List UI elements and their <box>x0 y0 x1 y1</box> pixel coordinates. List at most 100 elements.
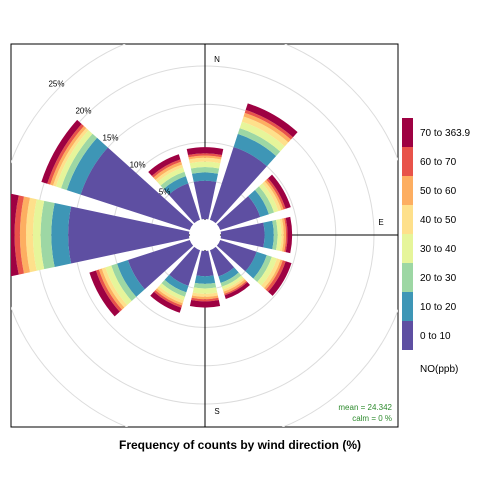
wedge-180-band-1 <box>194 275 216 284</box>
wedge-120-band-0 <box>216 239 257 272</box>
wedge-30-band-4 <box>241 116 289 147</box>
wedge-240-band-7 <box>89 270 120 317</box>
wedge-240-band-2 <box>111 263 137 301</box>
wedge-0-band-0 <box>193 180 217 220</box>
wedge-210-band-2 <box>161 279 187 297</box>
wedge-120-band-5 <box>264 259 283 290</box>
wedge-270-band-2 <box>40 200 55 270</box>
wedge-60-band-2 <box>254 186 275 215</box>
wedge-180-band-4 <box>192 292 218 297</box>
wedge-60-band-3 <box>258 183 279 213</box>
legend-swatch-6 <box>402 147 413 176</box>
stat-mean: mean = 24.342 <box>338 403 392 412</box>
wedge-120-band-7 <box>268 261 292 296</box>
wedge-330-band-5 <box>153 161 183 180</box>
legend-label-3: 30 to 40 <box>420 244 457 255</box>
radial-tick-label-10: 10% <box>130 161 146 170</box>
wedge-90-band-4 <box>279 218 284 252</box>
wedge-330-band-0 <box>168 183 201 224</box>
wedge-0-band-3 <box>189 161 221 169</box>
wedge-120-band-2 <box>253 255 272 283</box>
wedge-180-band-0 <box>196 250 214 277</box>
legend: 0 to 10 10 to 20 20 to 30 30 to 40 40 to 50 5… <box>402 118 470 350</box>
wedge-0-band-1 <box>191 172 219 182</box>
radial-tick-label-15: 15% <box>103 134 119 143</box>
wedge-30-band-5 <box>243 112 291 143</box>
wedge-180-band-5 <box>191 295 219 300</box>
wedge-300-band-2 <box>61 133 98 191</box>
wedge-330-band-6 <box>151 159 182 178</box>
wedge-210-band-7 <box>150 291 182 313</box>
wedge-270-band-0 <box>68 206 190 264</box>
wedge-300-band-5 <box>50 126 87 186</box>
wedge-0-band-5 <box>188 155 222 160</box>
wedge-60-band-4 <box>262 181 282 212</box>
wedge-210-band-4 <box>156 286 184 304</box>
wedge-270-band-7 <box>11 193 19 277</box>
compass-label-s: S <box>214 407 219 416</box>
wedge-90-band-2 <box>272 219 278 251</box>
wedge-270-band-6 <box>14 195 24 275</box>
wedge-330-band-7 <box>148 154 181 176</box>
wedge-270-band-4 <box>26 197 37 273</box>
legend-swatch-4 <box>402 205 413 234</box>
wedge-240-band-0 <box>127 239 194 290</box>
wedge-150-band-0 <box>209 246 235 277</box>
wedge-210-band-6 <box>153 290 183 308</box>
wedge-60-band-7 <box>268 174 291 209</box>
wedge-270-band-1 <box>51 203 72 267</box>
wedge-0-band-7 <box>186 147 224 155</box>
wedge-300-band-6 <box>47 123 84 185</box>
wedge-240-band-5 <box>98 268 125 310</box>
wedge-60-band-6 <box>266 178 286 210</box>
plot-layer <box>11 44 398 427</box>
wedge-150-band-7 <box>224 282 251 299</box>
legend-label-7: 70 to 363.9 <box>420 128 470 139</box>
center-hole <box>190 220 220 250</box>
wedge-300-band-1 <box>66 137 108 195</box>
legend-label-6: 60 to 70 <box>420 157 457 168</box>
wedge-60-band-0 <box>216 196 261 231</box>
wedge-330-band-3 <box>157 167 185 186</box>
wedge-90-band-7 <box>285 216 293 254</box>
wedge-30-band-2 <box>237 128 281 157</box>
wedge-90-band-5 <box>282 218 287 252</box>
legend-swatch-1 <box>402 292 413 321</box>
wedge-30-band-6 <box>244 109 294 140</box>
compass-label-n: N <box>214 55 220 64</box>
wedge-270-band-3 <box>32 199 45 271</box>
wedge-210-band-0 <box>169 246 201 286</box>
wedge-120-band-4 <box>261 258 281 289</box>
legend-label-2: 20 to 30 <box>420 273 457 284</box>
wedge-30-band-1 <box>233 133 277 167</box>
legend-swatch-0 <box>402 321 413 350</box>
wedge-180-band-2 <box>193 282 217 289</box>
stat-calm: calm = 0 % <box>352 414 392 423</box>
wedge-90-band-1 <box>263 220 274 250</box>
wedge-150-band-4 <box>222 277 245 292</box>
wedge-240-band-3 <box>105 265 132 306</box>
wedge-210-band-1 <box>164 274 189 293</box>
wedge-300-band-0 <box>80 147 194 231</box>
wedge-300-band-3 <box>55 130 93 189</box>
wedge-240-band-1 <box>117 260 145 297</box>
wedge-180-band-3 <box>192 287 218 294</box>
wedge-330-band-4 <box>155 164 184 183</box>
wedge-120-band-1 <box>245 251 267 279</box>
wedge-180-band-6 <box>191 297 219 302</box>
wedge-300-band-7 <box>41 119 82 184</box>
wedge-0-band-6 <box>187 153 223 158</box>
wedge-30-band-0 <box>209 147 267 224</box>
legend-label-1: 10 to 20 <box>420 302 457 313</box>
wedge-120-band-6 <box>265 260 286 292</box>
radial-tick-label-25: 25% <box>48 79 64 88</box>
wedge-330-band-2 <box>160 171 186 189</box>
legend-swatch-5 <box>402 176 413 205</box>
legend-title: NO(ppb) <box>420 364 458 375</box>
wedge-300-band-4 <box>53 128 89 187</box>
wedge-150-band-3 <box>221 275 244 290</box>
wedge-90-band-6 <box>284 217 288 253</box>
wedge-180-band-7 <box>189 300 221 308</box>
wedge-90-band-3 <box>276 219 282 251</box>
wedge-150-band-5 <box>223 279 247 294</box>
